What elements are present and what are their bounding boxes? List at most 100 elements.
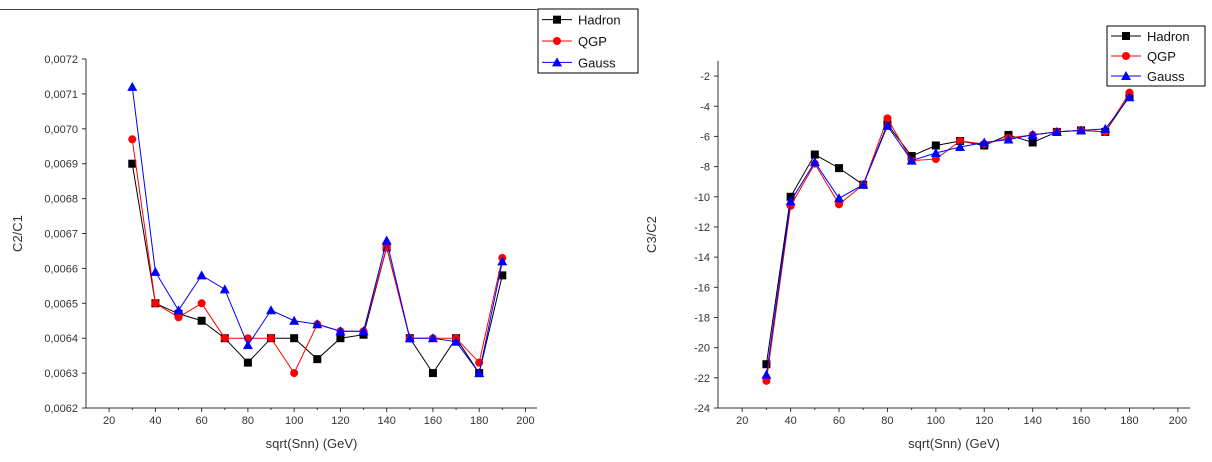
chart-2-series-qgp-point (835, 200, 844, 209)
chart-2-series-qgp-point (883, 114, 892, 123)
chart-2-y-tick-label: -24 (694, 403, 710, 415)
chart-1-series-hadron (128, 159, 507, 378)
chart-1-x-tick-label: 160 (424, 415, 442, 427)
chart-1-x-tick-label: 180 (470, 415, 488, 427)
chart-2-y-tick-label: -4 (700, 101, 710, 113)
chart-2-series-gauss-point (1027, 129, 1038, 139)
chart-2-x-tick-label: 180 (1120, 415, 1138, 427)
chart-2-series-gauss (761, 92, 1135, 379)
chart-2-legend-label-qgp: QGP (1147, 49, 1176, 64)
chart-1-series-gauss-point (219, 284, 230, 294)
chart-2-series-gauss-point (1124, 92, 1135, 102)
chart-2-series-gauss-point (761, 369, 772, 379)
chart-1-series-gauss-point (312, 319, 323, 329)
chart-1-x-tick-label: 200 (516, 415, 534, 427)
chart-1-y-tick-label: 0,0071 (44, 89, 78, 101)
chart-2: 20 40 60 80 100 120 140 160 180 200 -24 -22 -20 -18 -1… (644, 25, 1206, 451)
chart-1-y-tick-label: 0,0072 (44, 54, 78, 66)
chart-1-x-tick-label: 60 (196, 415, 208, 427)
chart-1-series-hadron-point (243, 358, 252, 367)
chart-1-legend-label-gauss: Gauss (578, 55, 616, 70)
chart-1: 20 40 60 80 100 120 140 160 180 200 0,0062 0,0063 0,… (10, 8, 639, 451)
chart-1-x-tick-label: 40 (149, 415, 161, 427)
chart-1-legend-marker-qgp (553, 37, 561, 45)
chart-1-legend-label-qgp: QGP (578, 34, 607, 49)
chart-1-x-tick-label: 140 (377, 415, 395, 427)
chart-1-series-gauss-point (474, 368, 485, 378)
chart-2-series-gauss-point (930, 148, 941, 158)
chart-2-legend-marker-qgp (1122, 52, 1130, 60)
chart-1-series-qgp-line (131, 139, 503, 375)
chart-2-series-gauss-line (765, 96, 1130, 375)
chart-2-series-gauss-point (858, 179, 869, 189)
chart-1-series-qgp-point (197, 299, 206, 308)
chart-2-series-gauss-point (955, 141, 966, 151)
chart-1-series-hadron-point (128, 159, 137, 168)
chart-1-y-tick-label: 0,0065 (44, 298, 78, 310)
chart-1-series-qgp-point (290, 369, 299, 378)
chart-2-y-tick-label: -8 (700, 162, 710, 174)
chart-2-legend: Hadron QGP Gauss (1106, 25, 1206, 87)
chart-1-y-tick-label: 0,0070 (44, 124, 78, 136)
chart-1-series-gauss-point (358, 326, 369, 336)
chart-1-series-qgp-point (267, 334, 276, 343)
chart-1-series-hadron-point (290, 334, 299, 343)
chart-2-series-gauss-point (1076, 125, 1087, 135)
chart-2-series-qgp-line (765, 92, 1130, 381)
chart-2-y-tick-label: -12 (694, 222, 710, 234)
chart-2-x-tick-label: 120 (975, 415, 993, 427)
chart-1-series-gauss-point (242, 340, 253, 350)
chart-1-series-hadron-point (313, 355, 322, 364)
chart-1-x-tick-label: 120 (331, 415, 349, 427)
chart-1-y-tick-label: 0,0063 (44, 368, 78, 380)
chart-2-series-gauss-point (882, 120, 893, 130)
chart-2-series-gauss-point (1051, 126, 1062, 136)
chart-1-series-hadron-point (498, 271, 507, 280)
chart-1-series-gauss-point (427, 333, 438, 343)
chart-1-series-gauss-point (335, 326, 346, 336)
chart-1-y-tick-label: 0,0068 (44, 194, 78, 206)
chart-2-x-tick-label: 160 (1072, 415, 1090, 427)
chart-1-legend-marker-hadron (553, 15, 561, 24)
chart-1-x-tick-label: 20 (103, 415, 115, 427)
chart-1-y-tick-label: 0,0069 (44, 159, 78, 171)
chart-2-series-hadron-point (1028, 138, 1037, 147)
chart-1-series-gauss-point (497, 256, 508, 266)
chart-2-y-tick-label: -18 (694, 312, 710, 324)
chart-1-series-qgp-point (220, 334, 229, 343)
chart-1-series-gauss-point (196, 270, 207, 280)
chart-2-series-gauss-point (1003, 134, 1014, 144)
chart-1-series-gauss-point (150, 266, 161, 276)
chart-1-x-tick-label: 100 (285, 415, 303, 427)
chart-2-y-tick-label: -20 (694, 343, 710, 355)
chart-1-series-hadron-point (428, 369, 437, 378)
chart-1-x-axis-title: sqrt(Snn) (GeV) (266, 436, 358, 451)
chart-1-series-gauss-point (289, 315, 300, 325)
chart-2-legend-label-gauss: Gauss (1147, 69, 1185, 84)
chart-2-series-hadron-point (835, 164, 844, 173)
chart-1-series-gauss-point (173, 305, 184, 315)
chart-2-series-gauss-point (785, 196, 796, 206)
chart-1-series-hadron-line (131, 163, 503, 375)
chart-2-series-hadron-point (931, 141, 940, 150)
chart-2-y-axis-title: C3/C2 (644, 216, 659, 253)
chart-1-series-qgp-point (151, 299, 160, 308)
chart-2-series-hadron-point (762, 360, 771, 369)
chart-2-series-gauss-point (834, 193, 845, 203)
chart-2-x-tick-label: 20 (736, 415, 748, 427)
chart-2-x-tick-label: 60 (833, 415, 845, 427)
chart-2-y-tick-label: -10 (694, 192, 710, 204)
chart-2-x-tick-label: 100 (927, 415, 945, 427)
chart-1-series-gauss-point (404, 333, 415, 343)
chart-1-y-axis-title: C2/C1 (10, 215, 25, 252)
chart-2-series-hadron-line (765, 95, 1130, 365)
chart-1-series-gauss-line (131, 86, 503, 375)
chart-1-legend: Hadron QGP Gauss (537, 8, 639, 74)
chart-2-x-tick-label: 80 (881, 415, 893, 427)
chart-2-x-axis-title: sqrt(Snn) (GeV) (908, 436, 1000, 451)
chart-1-series-qgp-point (174, 313, 183, 322)
chart-2-x-tick-label: 40 (784, 415, 796, 427)
chart-1-x-tick-label: 80 (242, 415, 254, 427)
chart-2-y-tick-label: -6 (700, 131, 710, 143)
